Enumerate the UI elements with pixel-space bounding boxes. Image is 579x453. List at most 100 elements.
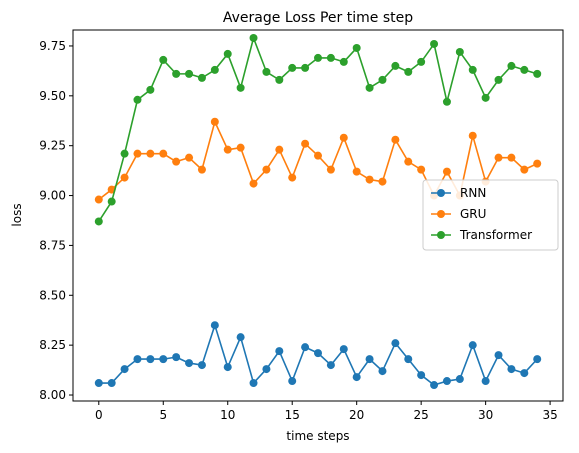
data-point-transformer	[288, 63, 297, 72]
legend-label-transformer: Transformer	[459, 228, 532, 242]
data-point-rnn	[417, 371, 426, 380]
data-point-transformer	[275, 75, 284, 84]
plot-frame	[72, 29, 564, 402]
data-point-rnn	[197, 361, 206, 370]
data-point-gru	[301, 139, 310, 148]
data-point-gru	[404, 157, 413, 166]
y-tick-label: 9.50	[39, 89, 66, 103]
legend-box	[422, 179, 559, 251]
data-point-gru	[210, 117, 219, 126]
data-point-gru	[391, 135, 400, 144]
x-tick-label: 25	[414, 408, 429, 422]
y-tick-label: 8.00	[39, 388, 66, 402]
legend-label-rnn: RNN	[460, 186, 486, 200]
data-point-gru	[159, 149, 168, 158]
data-point-gru	[468, 131, 477, 140]
data-point-transformer	[352, 43, 361, 52]
x-tick-label: 15	[285, 408, 300, 422]
data-point-rnn	[352, 373, 361, 382]
data-point-gru	[223, 145, 232, 154]
data-point-gru	[236, 143, 245, 152]
x-tick-label: 0	[95, 408, 103, 422]
data-point-transformer	[468, 65, 477, 74]
data-point-gru	[365, 175, 374, 184]
data-point-rnn	[339, 345, 348, 354]
data-point-gru	[417, 165, 426, 174]
x-tick-label: 20	[349, 408, 364, 422]
data-point-transformer	[430, 39, 439, 48]
y-tick-label: 8.75	[39, 238, 66, 252]
data-point-transformer	[146, 85, 155, 94]
data-point-transformer	[533, 69, 542, 78]
y-tick-label: 8.25	[39, 338, 66, 352]
data-point-gru	[249, 179, 258, 188]
data-point-gru	[146, 149, 155, 158]
legend-marker-transformer	[437, 231, 445, 239]
data-point-transformer	[314, 53, 322, 62]
data-point-rnn	[159, 355, 168, 364]
data-point-gru	[520, 165, 529, 174]
data-point-transformer	[185, 69, 194, 78]
x-axis: 0 5 10 15 20 25 30 35	[95, 401, 558, 422]
data-point-gru	[352, 167, 361, 176]
data-point-transformer	[378, 75, 387, 84]
data-point-transformer	[249, 33, 258, 42]
data-point-rnn	[288, 377, 297, 386]
data-point-transformer	[120, 149, 129, 158]
y-tick-label: 9.75	[39, 39, 66, 53]
data-point-gru	[378, 177, 387, 186]
data-point-rnn	[133, 355, 142, 364]
data-point-gru	[339, 133, 348, 142]
x-tick-label: 35	[542, 408, 557, 422]
data-point-transformer	[507, 61, 516, 70]
data-point-gru	[172, 157, 181, 166]
data-point-rnn	[236, 333, 245, 342]
data-point-gru	[494, 153, 503, 162]
y-tick-label: 9.25	[39, 139, 66, 153]
x-axis-label: time steps	[286, 429, 349, 443]
data-point-rnn	[185, 359, 194, 368]
data-point-transformer	[236, 83, 245, 92]
data-point-gru	[507, 153, 516, 162]
data-point-rnn	[172, 353, 181, 362]
data-point-transformer	[481, 93, 490, 102]
data-point-rnn	[107, 379, 116, 388]
data-point-rnn	[301, 343, 310, 352]
data-point-transformer	[210, 65, 219, 74]
data-point-transformer	[339, 57, 348, 66]
series-rnn	[94, 321, 542, 390]
data-point-rnn	[120, 365, 129, 374]
data-point-transformer	[94, 217, 103, 226]
y-tick-label: 8.50	[39, 288, 66, 302]
x-tick-label: 30	[478, 408, 493, 422]
data-point-gru	[120, 173, 129, 182]
data-point-rnn	[507, 365, 516, 374]
y-axis-label: loss	[10, 203, 24, 226]
data-point-rnn	[533, 355, 542, 364]
data-point-gru	[314, 151, 322, 160]
x-tick-label: 10	[220, 408, 235, 422]
data-point-gru	[326, 165, 335, 174]
data-point-transformer	[455, 47, 464, 56]
data-point-transformer	[404, 67, 413, 76]
legend-label-gru: GRU	[460, 207, 486, 221]
data-point-transformer	[417, 57, 426, 66]
data-point-rnn	[326, 361, 335, 370]
data-point-gru	[288, 173, 297, 182]
data-point-rnn	[275, 347, 284, 356]
data-point-rnn	[442, 377, 451, 386]
data-point-rnn	[249, 379, 258, 388]
data-point-rnn	[146, 355, 155, 364]
data-point-transformer	[442, 97, 451, 106]
data-point-rnn	[494, 351, 503, 360]
data-point-gru	[197, 165, 206, 174]
data-point-rnn	[455, 375, 464, 384]
series-transformer	[94, 33, 542, 226]
data-point-gru	[275, 145, 284, 154]
x-tick-label: 5	[159, 408, 167, 422]
data-point-rnn	[430, 381, 439, 390]
legend: RNN GRU Transformer	[422, 179, 559, 251]
data-point-rnn	[262, 365, 271, 374]
data-point-transformer	[223, 49, 232, 58]
